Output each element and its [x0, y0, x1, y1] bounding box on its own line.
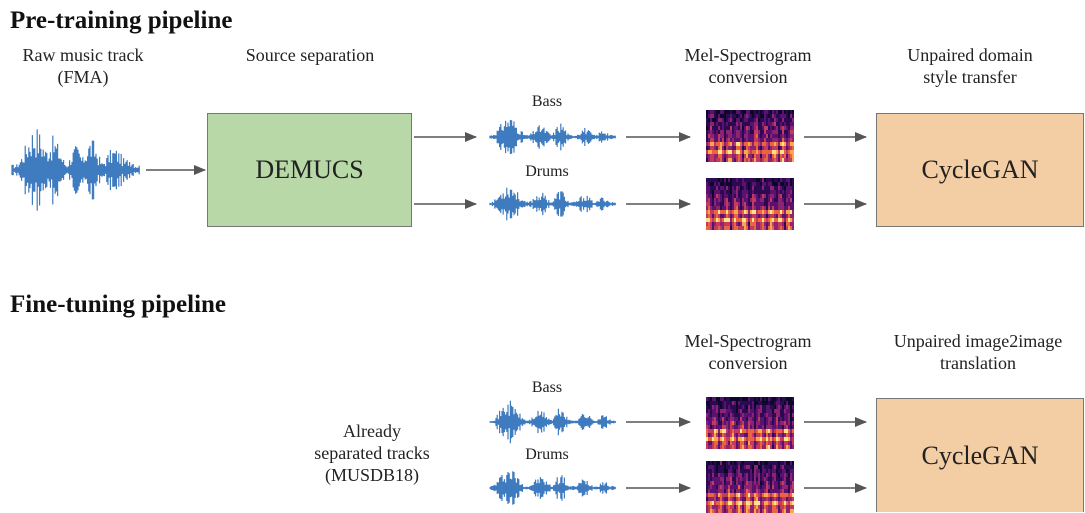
spectrogram-bass-finetune: [706, 397, 794, 449]
spectrogram-drums-finetune: [706, 461, 794, 513]
bass-waveform-finetune: [489, 400, 616, 444]
style-transfer-label: Unpaired domain style transfer: [907, 45, 1033, 87]
demucs-box: DEMUCS: [207, 113, 412, 227]
source-separation-label: Source separation: [245, 45, 375, 65]
drums-label: Drums: [525, 163, 569, 180]
spectrogram-bass: [706, 110, 794, 162]
raw-waveform: [11, 129, 140, 211]
mel-conversion-label: Mel-Spectrogram conversion: [684, 45, 812, 87]
bass-label: Bass: [531, 93, 563, 110]
cyclegan-box-finetune: CycleGAN: [876, 398, 1084, 512]
drums-label-finetune: Drums: [525, 446, 569, 463]
bass-label-finetune: Bass: [531, 379, 563, 396]
mel-conversion-label-finetune: Mel-Spectrogram conversion: [684, 331, 812, 373]
cyclegan-box: CycleGAN: [876, 113, 1084, 227]
pretrain-title: Pre-training pipeline: [10, 7, 233, 34]
separated-tracks-label: Already separated tracks (MUSDB18): [314, 421, 430, 485]
bass-waveform: [489, 120, 616, 154]
drums-waveform: [489, 187, 616, 221]
spectrogram-drums: [706, 178, 794, 230]
raw-track-label: Raw music track (FMA): [22, 45, 144, 87]
translation-label: Unpaired image2image translation: [893, 331, 1063, 373]
drums-waveform-finetune: [489, 471, 616, 505]
finetune-title: Fine-tuning pipeline: [10, 291, 227, 318]
